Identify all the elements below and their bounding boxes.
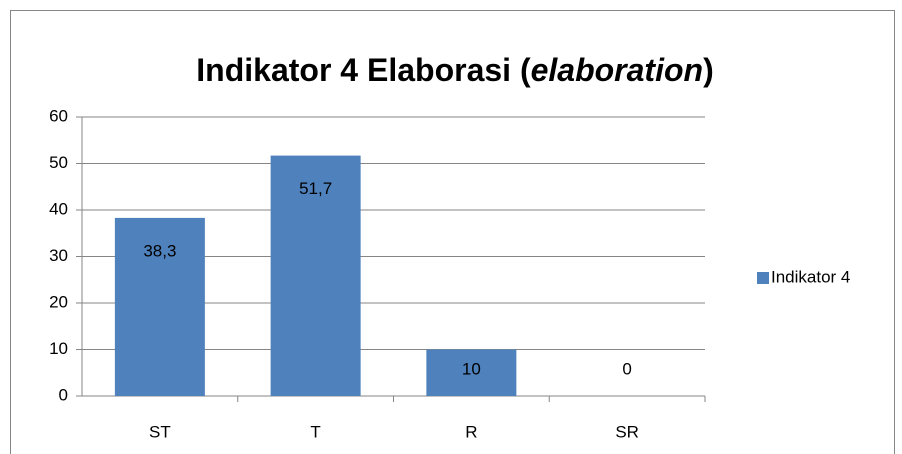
y-tick-label: 20: [49, 292, 68, 311]
bar: [114, 217, 205, 396]
x-tick-label: R: [465, 422, 477, 441]
legend-swatch: [757, 272, 769, 284]
x-tick-label: ST: [149, 422, 171, 441]
value-label: 38,3: [143, 241, 176, 260]
y-tick-label: 60: [49, 106, 68, 125]
bar: [426, 349, 517, 396]
value-label: 51,7: [299, 179, 332, 198]
y-tick-label: 50: [49, 153, 68, 172]
legend-label: Indikator 4: [771, 267, 850, 286]
x-tick-label: T: [310, 422, 320, 441]
value-label: 10: [462, 359, 481, 378]
value-label: 0: [622, 359, 631, 378]
y-tick-label: 30: [49, 246, 68, 265]
chart-title: Indikator 4 Elaborasi (elaboration): [196, 52, 713, 88]
y-tick-label: 40: [49, 199, 68, 218]
bar: [270, 155, 361, 396]
x-tick-label: SR: [615, 422, 639, 441]
y-tick-label: 10: [49, 339, 68, 358]
y-tick-label: 0: [59, 385, 68, 404]
